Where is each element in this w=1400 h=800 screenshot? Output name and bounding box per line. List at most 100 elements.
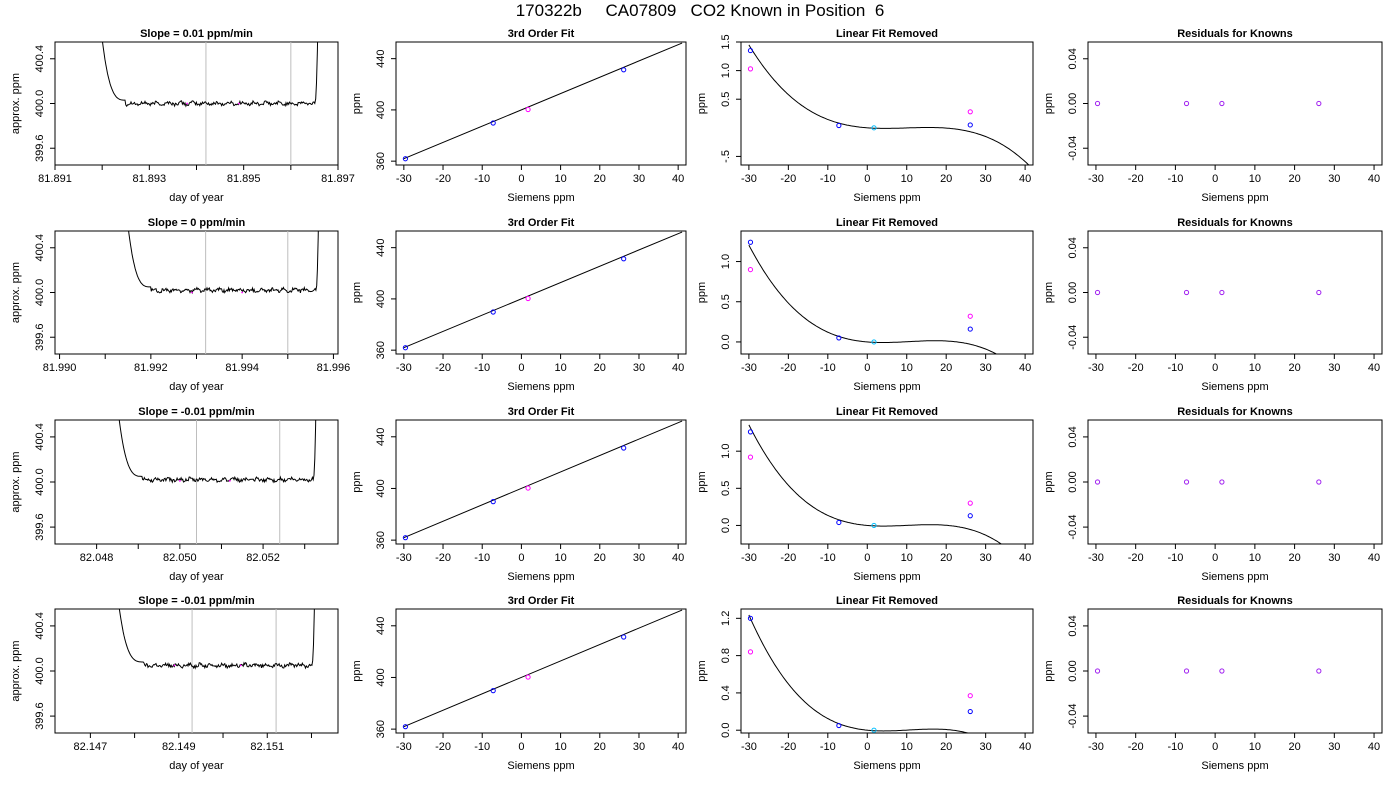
y-axis-label: ppm xyxy=(1043,93,1055,114)
plot-area xyxy=(747,424,1003,544)
panel-linres-row2: Linear Fit Removed -30 -20 -10 0 10 20 30 40 0.0 0… xyxy=(696,217,1034,393)
x-tick-label: -10 xyxy=(474,173,490,185)
x-tick-label: -10 xyxy=(474,741,490,753)
plot-frame xyxy=(1087,608,1383,734)
data-point xyxy=(1219,668,1225,674)
y-axis-label: ppm xyxy=(696,282,708,303)
data-point xyxy=(871,339,877,345)
plot-frame xyxy=(1087,230,1383,355)
x-tick-label: -20 xyxy=(1128,362,1144,374)
x-tick-label: -20 xyxy=(435,552,451,564)
y-tick-label: 400 xyxy=(375,479,387,497)
data-point xyxy=(1094,289,1101,296)
y-tick-label: 360 xyxy=(375,341,387,359)
x-tick-label: -10 xyxy=(820,552,836,564)
data-point xyxy=(1219,479,1225,485)
y-tick-label: 0.4 xyxy=(720,685,732,700)
x-tick-label: 10 xyxy=(901,552,913,564)
panel-linres-row3: Linear Fit Removed -30 -20 -10 0 10 20 30 40 0.0 0… xyxy=(696,406,1034,583)
y-tick-label: 1.0 xyxy=(720,63,732,78)
y-tick-label: 400.0 xyxy=(34,468,46,496)
x-tick-label: 81.897 xyxy=(321,173,355,185)
panel-title: Slope = 0.01 ppm/min xyxy=(140,28,253,40)
x-tick-label: 30 xyxy=(633,173,645,185)
x-tick-label: 30 xyxy=(980,362,992,374)
x-tick-label: 0 xyxy=(518,173,524,185)
x-tick-label: 30 xyxy=(633,362,645,374)
panel-title: Slope = -0.01 ppm/min xyxy=(138,406,255,418)
y-axis-label: approx. ppm xyxy=(10,262,22,323)
data-point xyxy=(871,727,877,733)
x-tick-label: 30 xyxy=(1328,741,1340,753)
y-tick-label: 0.0 xyxy=(720,723,732,738)
x-axis-label: day of year xyxy=(169,381,224,393)
plot-area xyxy=(1094,100,1322,107)
panel-trace-row2: Slope = 0 ppm/min 81.990 81.992 81.994 81.99… xyxy=(10,217,351,393)
data-point xyxy=(1183,479,1190,485)
data-point xyxy=(490,309,496,315)
panel-title: 3rd Order Fit xyxy=(508,406,575,418)
x-tick-label: -20 xyxy=(1128,173,1144,185)
data-point xyxy=(402,724,409,730)
data-point xyxy=(1316,289,1322,296)
x-axis-label: Siemens ppm xyxy=(1201,571,1268,583)
x-tick-label: 40 xyxy=(1368,741,1380,753)
y-tick-label: 400 xyxy=(375,668,387,686)
x-tick-label: 30 xyxy=(633,741,645,753)
panel-title: Linear Fit Removed xyxy=(836,406,938,418)
plot-frame xyxy=(740,608,1034,734)
x-tick-label: 10 xyxy=(901,741,913,753)
trace-marker xyxy=(239,664,242,667)
plot-frame xyxy=(395,419,687,545)
x-tick-label: 40 xyxy=(1019,362,1031,374)
x-tick-label: 82.149 xyxy=(162,741,196,753)
data-point xyxy=(490,120,496,126)
x-tick-label: 81.996 xyxy=(317,362,351,374)
x-tick-label: -30 xyxy=(396,173,412,185)
y-axis-label: ppm xyxy=(1043,282,1055,303)
x-tick-label: 20 xyxy=(940,552,952,564)
y-axis-label: approx. ppm xyxy=(10,640,22,701)
x-tick-label: -30 xyxy=(396,362,412,374)
x-tick-label: 0 xyxy=(518,741,524,753)
y-axis-label: ppm xyxy=(696,93,708,114)
data-point xyxy=(1183,668,1190,674)
x-tick-label: -20 xyxy=(780,741,796,753)
y-tick-label: 0.5 xyxy=(720,92,732,107)
x-tick-label: 10 xyxy=(554,741,566,753)
x-tick-label: -10 xyxy=(1167,362,1183,374)
panel-title: Residuals for Knowns xyxy=(1177,28,1293,40)
y-tick-label: 0.04 xyxy=(1067,48,1079,69)
x-tick-label: 40 xyxy=(1368,362,1380,374)
x-tick-label: -30 xyxy=(741,362,757,374)
panel-title: 3rd Order Fit xyxy=(508,28,575,40)
y-tick-label: 0.04 xyxy=(1067,237,1079,258)
panel-title: Residuals for Knowns xyxy=(1177,595,1293,607)
trace-line xyxy=(128,231,319,295)
panel-title: Linear Fit Removed xyxy=(836,28,938,40)
x-axis-label: day of year xyxy=(169,192,224,204)
y-tick-label: 0.0 xyxy=(720,518,732,533)
y-tick-label: 399.6 xyxy=(34,513,46,541)
data-point xyxy=(1094,100,1101,107)
x-tick-label: -20 xyxy=(780,173,796,185)
data-point xyxy=(967,109,973,115)
y-axis-label: ppm xyxy=(696,660,708,681)
y-tick-label: 0.00 xyxy=(1067,93,1079,114)
plot-frame xyxy=(740,419,1034,545)
x-tick-label: -20 xyxy=(1128,741,1144,753)
x-tick-label: 20 xyxy=(594,552,606,564)
y-axis-label: ppm xyxy=(351,660,363,681)
trace-marker xyxy=(186,102,188,105)
data-point xyxy=(747,239,754,245)
x-tick-label: 20 xyxy=(940,741,952,753)
x-tick-label: 0 xyxy=(1212,173,1218,185)
plot-area xyxy=(1094,479,1322,485)
x-axis-label: Siemens ppm xyxy=(507,192,574,204)
x-tick-label: 30 xyxy=(980,173,992,185)
data-point xyxy=(871,125,877,131)
x-tick-label: 20 xyxy=(940,362,952,374)
x-tick-label: -30 xyxy=(1088,362,1104,374)
panel-title: 3rd Order Fit xyxy=(508,217,575,229)
data-point xyxy=(1094,668,1101,674)
